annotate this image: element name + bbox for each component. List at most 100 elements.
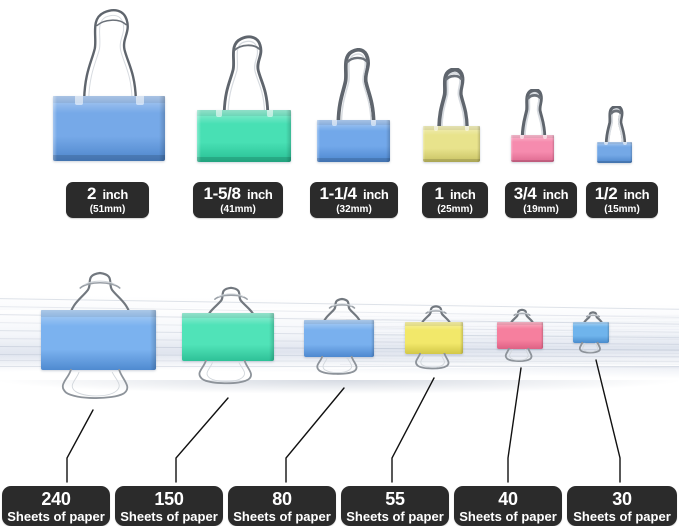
clip-base <box>511 159 554 162</box>
clip-edge-left <box>423 126 426 162</box>
paper-sheet-edge <box>0 366 679 367</box>
clip-wire-notch <box>542 135 547 139</box>
size-label-metric: (32mm) <box>336 204 372 215</box>
capacity-value: 150 <box>154 488 184 509</box>
clip-handle-icon <box>62 268 138 318</box>
clip-edge-right <box>159 96 165 161</box>
clip-lip <box>182 313 274 319</box>
clip-lip <box>317 120 390 125</box>
clip-gloss <box>41 310 156 326</box>
size-label-metric: (15mm) <box>604 204 640 215</box>
clip-handle-icon <box>417 304 455 327</box>
clip-lower-arms-icon <box>405 353 463 371</box>
capacity-caption: Sheets of paper <box>346 508 444 524</box>
size-label-primary: 2 inch <box>87 185 128 202</box>
size-label-3-4: 3/4 inch (19mm) <box>505 182 577 218</box>
clip-body-pink <box>497 322 543 349</box>
size-label-primary: 1-1/4 inch <box>319 185 388 202</box>
clip-edge-right <box>630 142 632 163</box>
clip-lip <box>197 110 291 116</box>
clip-wire-notch <box>331 120 337 126</box>
clip-lip <box>597 142 632 145</box>
clip-handle-icon <box>518 89 549 137</box>
capacity-value: 40 <box>498 488 518 509</box>
clip-wire-notch <box>75 96 84 106</box>
size-label-metric: (41mm) <box>220 204 256 215</box>
clip-base <box>53 155 165 161</box>
size-label-unit: inch <box>99 187 128 202</box>
clip-edge-right <box>370 320 374 357</box>
clip-edge-left <box>317 120 320 162</box>
clip-gloss <box>317 120 390 131</box>
binder-clip-2 <box>53 8 165 161</box>
size-label-value: 3/4 <box>513 184 537 203</box>
clip-lip <box>573 322 609 325</box>
clip-edge-right <box>551 135 554 162</box>
clip-lip <box>497 322 543 325</box>
clip-gloss <box>53 96 165 113</box>
clip-wire-notch <box>215 110 223 118</box>
stack-binder-clip-150 <box>182 284 274 361</box>
clip-handle-icon <box>433 68 473 128</box>
clip-handle-icon <box>318 296 366 326</box>
size-label-1: 1 inch (25mm) <box>422 182 488 218</box>
clip-body-blue <box>317 120 390 162</box>
stack-binder-clip-30 <box>573 311 609 343</box>
size-label-metric: (19mm) <box>523 204 559 215</box>
clip-lip <box>511 135 554 138</box>
clip-edge-right <box>150 310 156 370</box>
stack-binder-clip-80 <box>304 296 374 357</box>
clip-gloss <box>423 126 480 136</box>
capacity-caption: Sheets of paper <box>120 508 218 524</box>
clip-body-pink <box>511 135 554 162</box>
capacity-value: 30 <box>612 488 632 509</box>
size-label-primary: 3/4 inch <box>514 185 569 202</box>
clip-lip <box>405 322 463 326</box>
size-label-primary: 1-5/8 inch <box>203 185 272 202</box>
clip-body-green <box>197 110 291 162</box>
size-label-1-2: 1/2 inch (15mm) <box>586 182 658 218</box>
stack-binder-clip-55 <box>405 304 463 354</box>
capacity-value: 80 <box>272 488 292 509</box>
capacity-value: 55 <box>385 488 405 509</box>
size-label-value: 1/2 <box>594 184 618 203</box>
binder-clip-1-1-4 <box>317 48 390 162</box>
clip-gloss <box>405 322 463 331</box>
clip-edge-right <box>460 322 463 354</box>
clip-gloss <box>573 322 609 328</box>
size-label-primary: 1 inch <box>435 185 476 202</box>
top-clip-row: 2 inch (51mm) 1-5/8 inch (41mm) 1-1/4 inch (3… <box>0 0 679 232</box>
capacity-value: 240 <box>41 488 71 509</box>
capacity-caption: Sheets of paper <box>573 508 671 524</box>
size-label-unit: inch <box>243 187 273 202</box>
clip-body-blue <box>304 320 374 357</box>
size-label-1-1-4: 1-1/4 inch (32mm) <box>310 182 398 218</box>
size-label-value: 2 <box>87 184 97 203</box>
clip-lower-arms-icon <box>304 356 374 376</box>
clip-wire-notch <box>371 120 377 126</box>
capacity-label-30: 30 Sheets of paper <box>567 486 677 526</box>
clip-body-blue <box>597 142 632 163</box>
capacity-label-40: 40 Sheets of paper <box>454 486 562 526</box>
capacity-label-80: 80 Sheets of paper <box>228 486 336 526</box>
clip-base <box>317 158 390 162</box>
clip-wire-notch <box>604 142 608 145</box>
clip-body-yellow <box>405 322 463 354</box>
clip-edge-right <box>540 322 543 349</box>
clip-wire-notch <box>519 135 524 139</box>
clip-edge-left <box>53 96 58 161</box>
clip-body-blue <box>53 96 165 161</box>
clip-base <box>197 157 291 162</box>
binder-clip-1-2 <box>597 106 632 163</box>
clip-lip <box>423 126 480 130</box>
clip-handle-icon <box>603 106 628 144</box>
clip-gloss <box>182 313 274 326</box>
clip-handle-icon <box>581 311 605 325</box>
clip-handle-icon <box>200 284 262 322</box>
capacity-label-240: 240 Sheets of paper <box>2 486 110 526</box>
clip-handle-icon <box>507 308 537 326</box>
clip-wire-notch <box>266 110 274 118</box>
clip-lower-arms-icon <box>182 360 274 386</box>
binder-clip-1-5-8 <box>197 35 291 162</box>
